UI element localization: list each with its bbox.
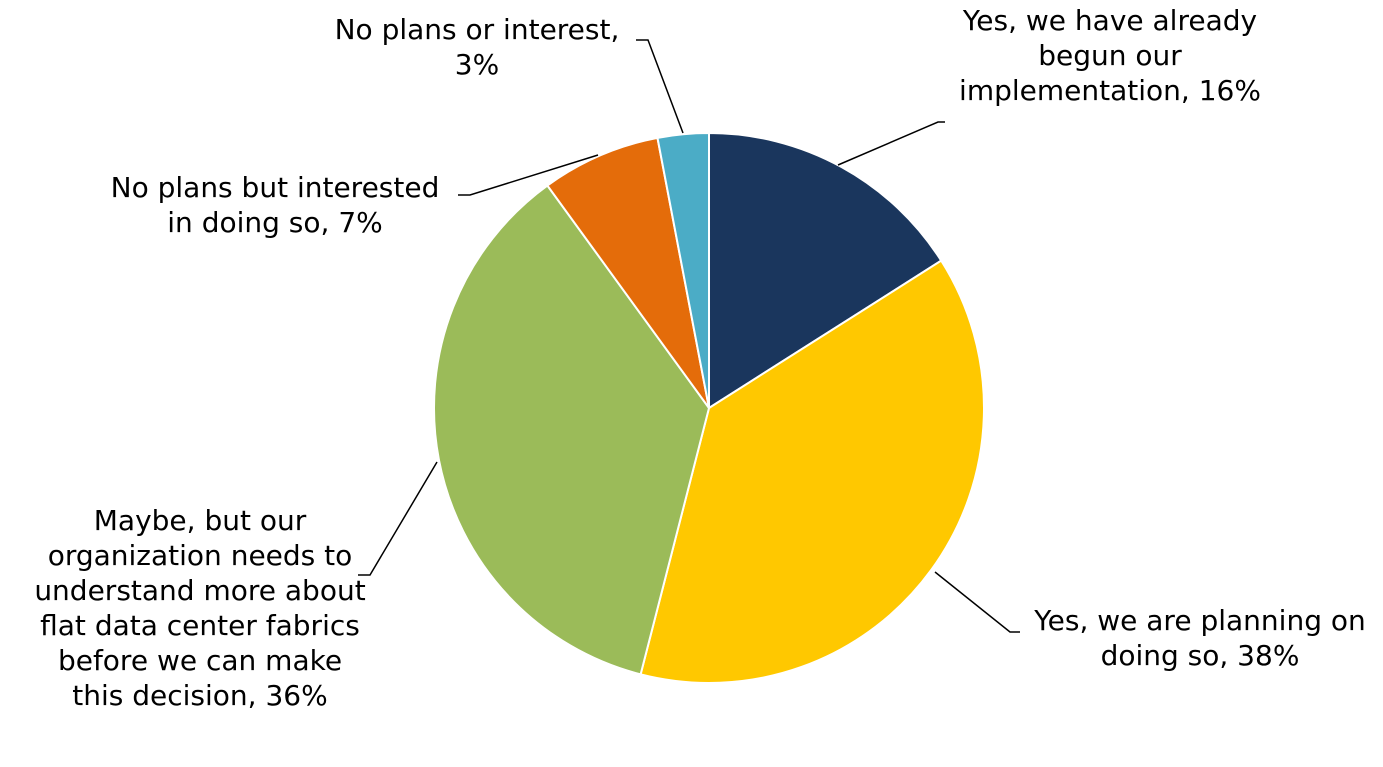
slice-label-line: Yes, we are planning on xyxy=(1033,604,1366,637)
slice-label-line: in doing so, 7% xyxy=(167,206,382,239)
pie-slice-interested xyxy=(545,136,710,409)
slice-label-already-begun: Yes, we have already begun our implementat… xyxy=(959,4,1261,107)
slice-label-line: No plans but interested xyxy=(111,171,440,204)
slice-label-interested: No plans but interested in doing so, 7% xyxy=(111,171,440,239)
leader-line-no-plans xyxy=(636,39,684,134)
slice-label-line: 3% xyxy=(455,48,499,81)
slice-label-line: understand more about xyxy=(34,574,365,607)
leader-line-maybe xyxy=(358,461,438,576)
slice-label-line: before we can make xyxy=(58,644,342,677)
slice-label-planning: Yes, we are planning on doing so, 38% xyxy=(1033,604,1366,672)
pie-slice-planning xyxy=(639,259,985,684)
pie-slice-already-begun xyxy=(708,131,943,410)
slice-label-line: doing so, 38% xyxy=(1101,639,1300,672)
slice-label-line: implementation, 16% xyxy=(959,74,1261,107)
slice-label-line: No plans or interest, xyxy=(335,13,620,46)
slice-label-line: flat data center fabrics xyxy=(40,609,360,642)
slice-label-line: Maybe, but our xyxy=(94,504,307,537)
slice-label-line: Yes, we have already xyxy=(962,4,1257,37)
slice-label-line: organization needs to xyxy=(48,539,353,572)
pie-slices xyxy=(433,131,985,684)
slice-label-maybe: Maybe, but our organization needs to under… xyxy=(34,504,365,712)
pie-slice-maybe xyxy=(433,184,711,676)
leader-line-planning xyxy=(934,571,1020,633)
slice-label-line: this decision, 36% xyxy=(72,679,327,712)
slice-label-no-plans: No plans or interest, 3% xyxy=(335,13,620,81)
slice-labels: Yes, we have already begun our implementat… xyxy=(34,4,1365,712)
leader-line-already-begun xyxy=(837,121,945,166)
pie-slice-no-plans xyxy=(656,131,710,409)
leader-line-interested xyxy=(458,154,599,196)
leader-lines xyxy=(358,39,1020,633)
slice-label-line: begun our xyxy=(1038,39,1182,72)
